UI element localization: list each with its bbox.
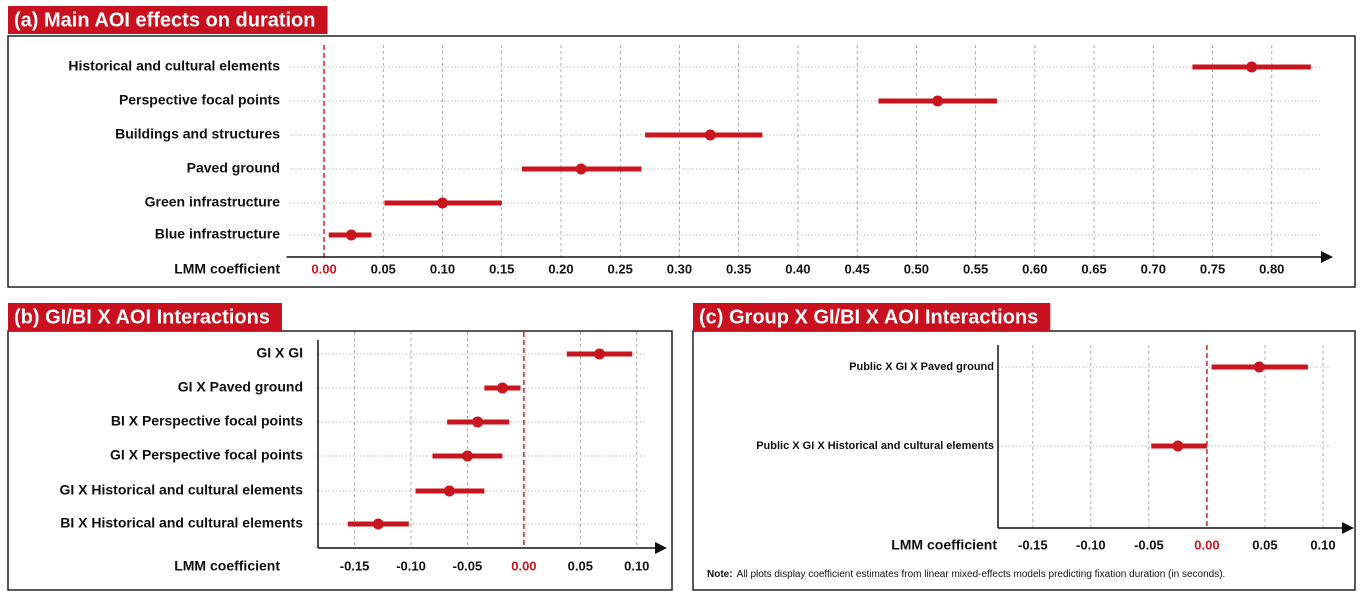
x-tick-label: 0.55 <box>963 261 988 276</box>
x-tick-label: -0.10 <box>396 558 426 573</box>
x-tick-label: 0.05 <box>568 558 593 573</box>
x-tick-label: 0.05 <box>1252 537 1277 552</box>
estimate-point <box>437 197 449 209</box>
category-label: GI X Paved ground <box>178 379 303 395</box>
estimate-point <box>1246 61 1258 73</box>
x-tick-label: 0.10 <box>430 261 455 276</box>
panel-frame <box>7 35 1356 288</box>
x-tick-label: 0.20 <box>548 261 573 276</box>
note-text: All plots display coefficient estimates … <box>737 569 1226 580</box>
x-tick-label: 0.50 <box>904 261 929 276</box>
title-banner <box>693 303 1051 331</box>
estimate-point <box>461 450 473 462</box>
estimate-point <box>472 416 484 428</box>
estimate-point <box>932 95 944 107</box>
panel-frame <box>7 330 673 591</box>
x-tick-label: -0.05 <box>1134 537 1164 552</box>
category-label: BI X Perspective focal points <box>111 413 303 429</box>
x-tick-label: 0.10 <box>624 558 649 573</box>
x-tick-label: -0.10 <box>1076 537 1106 552</box>
x-tick-label: -0.15 <box>1018 537 1048 552</box>
x-tick-label: 0.25 <box>608 261 633 276</box>
estimate-point <box>1172 440 1184 452</box>
x-axis-title: LMM coefficient <box>174 261 280 277</box>
panel-title: (a) Main AOI effects on duration <box>14 9 316 31</box>
estimate-point <box>594 348 606 360</box>
x-tick-label: 0.15 <box>489 261 514 276</box>
x-tick-label: 0.75 <box>1200 261 1225 276</box>
note: Note: All plots display coefficient estim… <box>707 569 1225 580</box>
category-label: Green infrastructure <box>145 194 281 210</box>
category-label: GI X GI <box>256 345 303 361</box>
axis-arrow <box>1321 251 1333 263</box>
x-tick-label: 0.00 <box>511 558 536 573</box>
estimate-point <box>1253 361 1265 373</box>
x-tick-label: 0.60 <box>1022 261 1047 276</box>
estimate-point <box>496 382 508 394</box>
panel-title: (b) GI/BI X AOI Interactions <box>14 306 270 328</box>
x-tick-label: -0.05 <box>453 558 483 573</box>
category-label: Paved ground <box>187 160 280 176</box>
x-axis-title: LMM coefficient <box>891 537 997 553</box>
category-label: BI X Historical and cultural elements <box>60 515 303 531</box>
category-label: GI X Perspective focal points <box>110 447 303 463</box>
category-label: Blue infrastructure <box>155 226 280 242</box>
estimate-point <box>575 163 587 175</box>
x-tick-label: 0.00 <box>1194 537 1219 552</box>
x-tick-label: 0.10 <box>1310 537 1335 552</box>
x-tick-label: 0.80 <box>1259 261 1284 276</box>
estimate-point <box>443 485 455 497</box>
axis-arrow <box>1342 522 1354 534</box>
title-banner <box>8 6 328 34</box>
x-tick-label: 0.40 <box>785 261 810 276</box>
x-tick-label: -0.15 <box>340 558 370 573</box>
panel-title: (c) Group X GI/BI X AOI Interactions <box>699 306 1038 328</box>
title-banner <box>8 303 282 331</box>
category-label: Perspective focal points <box>119 92 280 108</box>
x-tick-label: 0.70 <box>1141 261 1166 276</box>
category-label: GI X Historical and cultural elements <box>59 482 303 498</box>
x-tick-label: 0.45 <box>844 261 869 276</box>
x-axis-title: LMM coefficient <box>174 558 280 574</box>
x-tick-label: 0.00 <box>311 261 336 276</box>
category-label: Public X GI X Paved ground <box>849 361 994 373</box>
note-label: Note: <box>707 569 733 580</box>
axis-arrow <box>655 542 667 554</box>
category-label: Public X GI X Historical and cultural el… <box>756 440 994 452</box>
panel: (c) Group X GI/BI X AOI Interactions -0.1… <box>692 303 1356 591</box>
panel: (b) GI/BI X AOI Interactions -0.15 -0.10 -0… <box>7 303 673 591</box>
panel: (a) Main AOI effects on duration 0.00 0.05… <box>7 6 1356 288</box>
x-tick-label: 0.30 <box>667 261 692 276</box>
category-label: Historical and cultural elements <box>68 58 280 74</box>
estimate-point <box>372 518 384 530</box>
x-tick-label: 0.35 <box>726 261 751 276</box>
estimate-point <box>345 229 357 241</box>
x-tick-label: 0.05 <box>371 261 396 276</box>
x-tick-label: 0.65 <box>1081 261 1106 276</box>
estimate-point <box>704 129 716 141</box>
category-label: Buildings and structures <box>115 126 280 142</box>
